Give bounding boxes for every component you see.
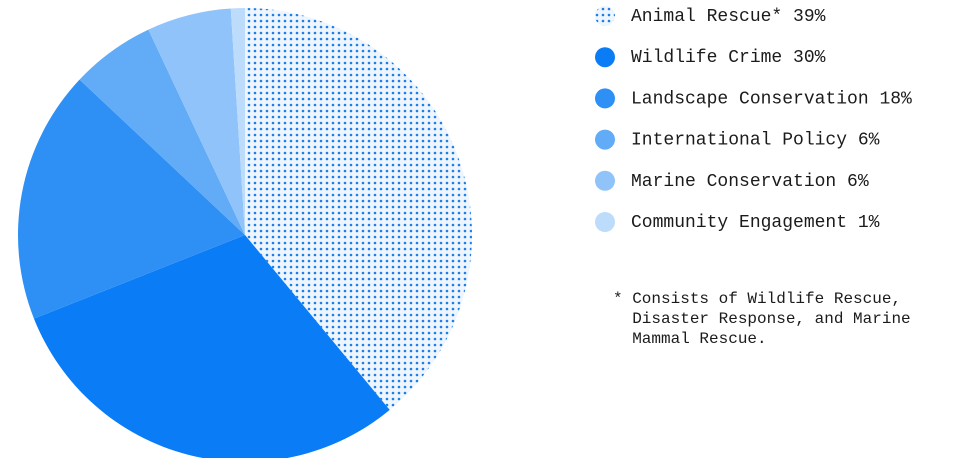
legend-label: Community Engagement 1% — [631, 213, 880, 233]
pie-slice — [79, 29, 245, 235]
legend-value: 1% — [858, 213, 880, 233]
pie-slice — [18, 79, 245, 319]
legend-name: Community Engagement — [631, 213, 847, 233]
legend-name: Animal Rescue* — [631, 7, 782, 27]
pie-slice — [148, 8, 245, 235]
legend-value: 18% — [879, 89, 912, 109]
legend-swatch — [595, 47, 615, 68]
pie-slice — [245, 8, 472, 410]
legend-value: 6% — [858, 130, 880, 150]
legend-label: Wildlife Crime 30% — [631, 48, 826, 68]
legend-label: Marine Conservation 6% — [631, 172, 869, 192]
legend-label: International Policy 6% — [631, 130, 880, 150]
legend-value: 39% — [793, 7, 826, 27]
legend-swatch — [595, 170, 615, 191]
legend-swatch — [595, 129, 615, 150]
legend-swatch — [595, 212, 615, 232]
legend-name: Wildlife Crime — [631, 48, 782, 68]
legend-name: Landscape Conservation — [631, 89, 869, 109]
legend-value: 30% — [793, 48, 826, 68]
pie-slice — [33, 235, 390, 458]
legend-name: Marine Conservation — [631, 172, 836, 192]
legend-label: Landscape Conservation 18% — [631, 89, 912, 109]
legend-value: 6% — [847, 172, 869, 192]
legend-name: International Policy — [631, 130, 847, 150]
footnote: * Consists of Wildlife Rescue, Disaster … — [613, 290, 911, 348]
legend-swatch — [595, 88, 615, 109]
legend-swatch — [595, 6, 615, 26]
pie-slice — [230, 8, 245, 235]
legend-label: Animal Rescue* 39% — [631, 7, 826, 27]
